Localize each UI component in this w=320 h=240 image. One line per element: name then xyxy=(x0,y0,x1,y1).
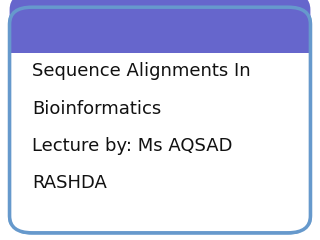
FancyBboxPatch shape xyxy=(10,0,310,50)
Text: Bioinformatics: Bioinformatics xyxy=(32,100,161,118)
Text: Sequence Alignments In: Sequence Alignments In xyxy=(32,62,251,80)
FancyBboxPatch shape xyxy=(10,7,310,233)
Text: Lecture by: Ms AQSAD: Lecture by: Ms AQSAD xyxy=(32,137,233,155)
FancyBboxPatch shape xyxy=(10,34,310,53)
Bar xyxy=(10,53,310,233)
Text: RASHDA: RASHDA xyxy=(32,174,107,192)
